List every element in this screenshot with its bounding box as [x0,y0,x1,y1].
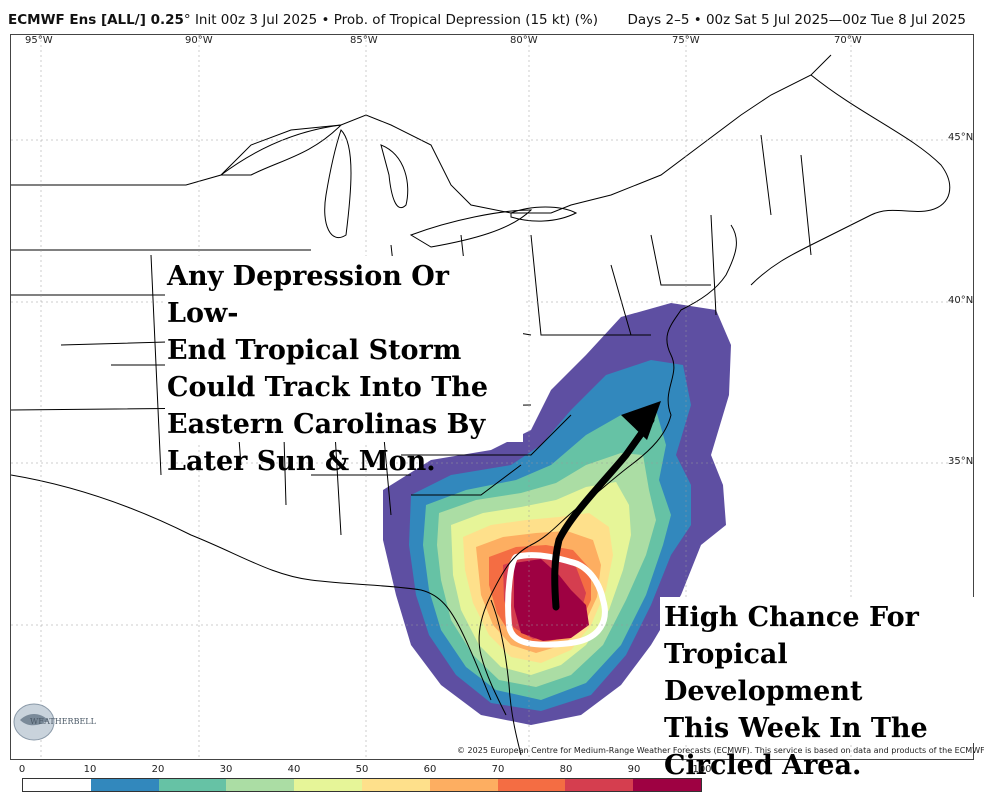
lat-label: 45°N [948,132,974,143]
annotation-line: End Tropical Storm [167,335,462,366]
copyright-notice: © 2025 European Centre for Medium-Range … [457,746,984,755]
colorbar-tick-label: 20 [151,764,165,775]
east-coast [478,224,737,716]
valid-period: Days 2–5 • 00z Sat 5 Jul 2025—00z Tue 8 … [627,12,966,28]
lon-label: 90°W [185,35,213,46]
colorbar-segment [90,779,159,791]
colorbar-segment [497,779,566,791]
colorbar-segment [361,779,430,791]
great-lakes [219,124,578,248]
annotation-line: Later Sun & Mon. [167,446,436,477]
lon-label: 70°W [834,35,862,46]
lon-label: 95°W [25,35,53,46]
map-header: ECMWF Ens [ALL/] 0.25° Init 00z 3 Jul 20… [0,0,984,34]
colorbar-segment [565,779,634,791]
model-name: ECMWF Ens [ALL/] 0.25 [8,12,184,28]
colorbar-tick-label: 10 [83,764,97,775]
canada-east [750,74,951,286]
weatherbell-logo: WEATHERBELL [12,700,102,744]
init-time: Init 00z 3 Jul 2025 [194,12,318,28]
annotation-left: Any Depression Or Low- End Tropical Stor… [165,256,523,477]
colorbar-tick-label: 40 [287,764,301,775]
colorbar-tick-label: 100 [692,764,712,775]
colorbar-tick-label: 30 [219,764,233,775]
lon-label: 80°W [510,35,538,46]
probability-shading [383,303,731,725]
annotation-line: This Week In The [664,713,928,744]
annotation-line: Could Track Into The [167,372,489,403]
lat-label: 35°N [948,456,974,467]
lon-label: 85°W [350,35,378,46]
map-canvas [11,35,973,759]
florida [490,599,522,756]
colorbar-segment [226,779,295,791]
annotation-line: Tropical Development [664,639,863,707]
development-circle [505,552,608,648]
track-arrow [551,401,661,611]
annotation-line: Eastern Carolinas By [167,409,486,440]
colorbar-tick-label: 50 [355,764,369,775]
colorbar-segment [294,779,362,791]
header-title: ECMWF Ens [ALL/] 0.25° Init 00z 3 Jul 20… [8,12,598,28]
us-canada-border [11,54,832,214]
colorbar-segment [429,779,498,791]
colorbar-segment [158,779,227,791]
annotation-line: Circled Area. [664,750,862,781]
lon-label: 75°W [672,35,700,46]
product-name: Prob. of Tropical Depression (15 kt) (%) [333,12,598,28]
gulf-coast [11,474,492,701]
colorbar-segment [23,779,91,791]
colorbar-tick-label: 60 [423,764,437,775]
colorbar [22,778,702,792]
prob-100 [514,559,589,641]
colorbar-segment [633,779,701,791]
colorbar-tick-label: 0 [18,764,26,775]
lat-label: 40°N [948,295,974,306]
logo-text: WEATHERBELL [30,717,97,726]
annotation-line: High Chance For [664,602,919,633]
probability-map [10,34,974,760]
colorbar-tick-label: 90 [627,764,641,775]
colorbar-tick-label: 70 [491,764,505,775]
colorbar-tick-label: 80 [559,764,573,775]
annotation-line: Any Depression Or Low- [167,261,449,329]
annotation-right: High Chance For Tropical Development Thi… [660,597,976,781]
